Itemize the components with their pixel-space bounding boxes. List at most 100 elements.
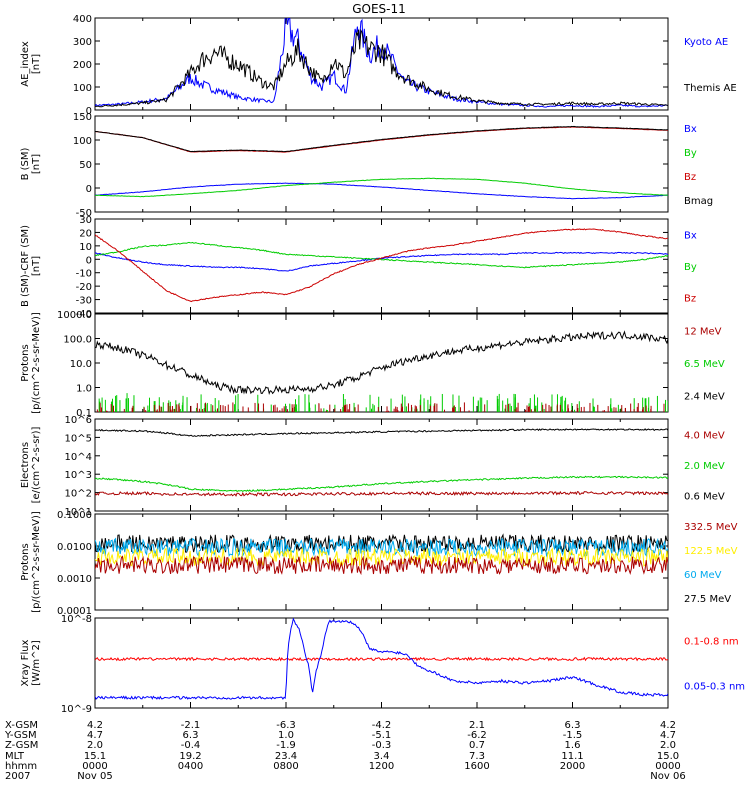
y-axis-label-line: [p/(cm^2-s-sr-MeV)] xyxy=(31,312,42,414)
y-axis-label: Xray Flux [W/m^2] xyxy=(20,639,42,686)
series-line xyxy=(95,490,668,497)
axis-row-value: 7.3 xyxy=(469,751,485,762)
legend-entry: 332.5 MeV xyxy=(684,522,738,533)
y-tick-label: 10^-8 xyxy=(61,614,92,625)
y-axis-label-line: [nT] xyxy=(31,256,42,276)
y-axis-label-line: [nT] xyxy=(31,154,42,174)
axis-row-value: -0.4 xyxy=(181,740,201,751)
plot-title: GOES-11 xyxy=(352,2,406,16)
panel-frame xyxy=(94,617,669,709)
y-axis-label: Electrons [e/(cm^2-s-sr)] xyxy=(20,426,42,503)
axis-row-value: 0000 xyxy=(655,761,680,772)
series-line xyxy=(95,241,668,269)
y-tick-label: 10^4 xyxy=(65,452,92,463)
axis-row-value: -1.5 xyxy=(563,730,583,741)
axis-row-value: 6.3 xyxy=(565,720,581,731)
legend-entry: 12 MeV xyxy=(684,326,722,337)
y-tick-label: 100 xyxy=(73,83,92,94)
y-tick-label: 300 xyxy=(73,37,92,48)
y-tick-label: 0.0010 xyxy=(57,574,92,585)
y-tick-label: 100.0 xyxy=(63,335,92,346)
legend-entry: Bz xyxy=(684,172,696,183)
axis-row-value: -0.3 xyxy=(372,740,392,751)
y-tick-label: -30 xyxy=(76,296,92,307)
panel-5: 10^6 10^5 10^4 10^3 10^2 10^1 Electrons [e/(cm^… xyxy=(20,415,725,518)
y-axis-label: Protons [p/(cm^2-s-sr-MeV)] xyxy=(20,312,42,414)
axis-row-value: 4.7 xyxy=(87,730,103,741)
y-tick-label: 1.0 xyxy=(76,384,92,395)
series-group xyxy=(95,618,668,700)
y-axis-label-line: [nT] xyxy=(31,54,42,74)
axis-row-value: -6.3 xyxy=(276,720,296,731)
legend-entry: 0.1-0.8 nm xyxy=(684,637,739,648)
y-tick-label: -50 xyxy=(76,208,92,219)
y-tick-label: 30 xyxy=(79,215,92,226)
orbit-axis-table: X-GSM 4.2 -2.1 -6.3 -4.2 2.1 6.3 4.2 Y-GSM 4.7 6.3… xyxy=(4,720,686,782)
series-line xyxy=(95,546,668,568)
y-tick-label: 0 xyxy=(86,255,92,266)
y-tick-label: 0.1000 xyxy=(57,510,92,521)
legend-entry: 27.5 MeV xyxy=(684,594,731,605)
panel-frame xyxy=(94,17,669,111)
series-group xyxy=(95,125,668,200)
y-axis-label-line: Xray Flux xyxy=(20,639,31,686)
legend-entry: 6.5 MeV xyxy=(684,359,725,370)
y-tick-label: 400 xyxy=(73,14,92,25)
y-tick-label: -20 xyxy=(76,282,92,293)
legend-entry: By xyxy=(684,262,697,273)
series-line xyxy=(95,18,668,108)
y-tick-label: 0.0001 xyxy=(57,606,92,617)
legend-entry: 0.6 MeV xyxy=(684,492,725,503)
y-tick-label: 10^-9 xyxy=(61,704,92,715)
y-axis-label-line: [e/(cm^2-s-sr)] xyxy=(31,426,42,503)
y-tick-label: 0.1 xyxy=(76,408,92,419)
series-line xyxy=(95,125,668,153)
axis-row-label: Y-GSM xyxy=(4,730,37,741)
legend-entry: Themis AE xyxy=(683,83,737,94)
legend-entry: Bx xyxy=(684,124,697,135)
axis-row-value: 0000 xyxy=(82,761,107,772)
y-axis-label: B (SM) [nT] xyxy=(20,147,42,180)
axis-row-value: 1.0 xyxy=(278,730,294,741)
y-tick-label: -10 xyxy=(76,269,92,280)
axis-row-value: 15.0 xyxy=(657,751,679,762)
y-tick-label: 10^6 xyxy=(65,415,92,426)
y-axis-label-line: [p/(cm^2-s-sr-MeV)] xyxy=(31,511,42,613)
panel-1: 400 300 200 100 0 AE_index [nT] Kyoto AE Themis … xyxy=(20,14,737,117)
axis-row-label: X-GSM xyxy=(5,720,38,731)
y-tick-label: 10 xyxy=(79,242,92,253)
series-line xyxy=(95,251,668,272)
series-group xyxy=(95,330,668,412)
axis-row-value: 4.2 xyxy=(660,720,676,731)
y-tick-label: 10^1 xyxy=(65,507,92,518)
y-tick-label: 10^2 xyxy=(65,489,92,500)
y-tick-label: 1000.0 xyxy=(57,310,92,321)
y-axis-label: AE_index [nT] xyxy=(20,41,42,87)
series-line xyxy=(95,182,668,200)
y-tick-label: 10.0 xyxy=(70,359,92,370)
y-tick-label: 0.0100 xyxy=(57,542,92,553)
axis-row-value: 0.7 xyxy=(469,740,485,751)
axis-row-value: 4.2 xyxy=(87,720,103,731)
legend-entry: 2.0 MeV xyxy=(684,461,725,472)
y-tick-label: 100 xyxy=(73,136,92,147)
legend-entry: 2.4 MeV xyxy=(684,392,725,403)
y-tick-label: -40 xyxy=(76,309,92,320)
legend-entry: Bx xyxy=(684,231,697,242)
panel-3: 30 20 10 0 -10 -20 -30 -40 B (SM)-CRF (SM) [nT] Bx… xyxy=(20,215,697,320)
legend-entry: 0.05-0.3 nm xyxy=(684,682,745,693)
panel-6: 0.1000 0.0100 0.0010 0.0001 Protons [p/(cm^2-… xyxy=(20,510,738,617)
y-tick-label: 200 xyxy=(73,60,92,71)
series-group xyxy=(95,228,668,303)
y-tick-label: 10^3 xyxy=(65,470,92,481)
axis-row-value: -2.1 xyxy=(181,720,201,731)
axis-row-value: 1.6 xyxy=(565,740,581,751)
y-axis-label-line: B (SM)-CRF (SM) xyxy=(20,225,31,307)
axis-row-value: 2.0 xyxy=(87,740,103,751)
panel-2: 150 100 50 0 -50 B (SM) [nT] Bx By Bz Bmag xyxy=(20,112,713,219)
series-line xyxy=(95,228,668,303)
y-axis-label: B (SM)-CRF (SM) [nT] xyxy=(20,225,42,307)
axis-row-value: 11.1 xyxy=(561,751,583,762)
y-axis-label-line: Protons xyxy=(20,344,31,381)
